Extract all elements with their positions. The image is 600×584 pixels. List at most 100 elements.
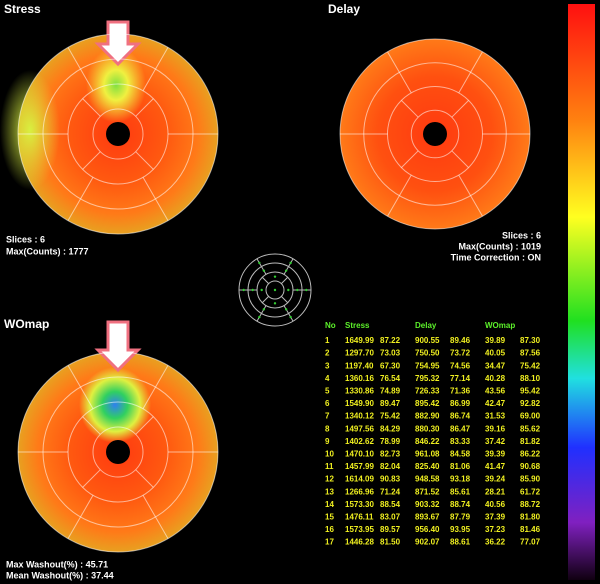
table-cell: 71.24 (380, 487, 401, 496)
spoke (67, 177, 94, 221)
spoke (256, 305, 267, 322)
table-cell: 1573.30 (345, 500, 374, 509)
segment-dot (260, 288, 263, 292)
table-header: WOmap (485, 321, 515, 330)
table-cell: 948.58 (415, 475, 440, 484)
table-cell: 37.39 (485, 513, 506, 522)
table-cell: 93.95 (450, 525, 471, 534)
table-cell: 42.47 (485, 399, 506, 408)
table-header: No (325, 321, 336, 330)
spoke (283, 258, 294, 275)
table-cell: 89.57 (380, 525, 401, 534)
table-cell: 28.21 (485, 487, 506, 496)
info: Max(Counts) : 1019 (458, 241, 541, 251)
table-cell: 961.08 (415, 450, 440, 459)
table-cell: 12 (325, 475, 334, 484)
table-cell: 87.30 (520, 336, 541, 345)
table-cell: 880.30 (415, 424, 440, 433)
spoke (261, 296, 269, 304)
table-cell: 61.72 (520, 487, 541, 496)
table-cell: 36.22 (485, 538, 506, 547)
segment-grid (17, 351, 219, 553)
table-cell: 2 (325, 349, 330, 358)
table-cell: 795.32 (415, 374, 440, 383)
table-cell: 86.99 (450, 399, 471, 408)
table-cell: 81.50 (380, 538, 401, 547)
table-cell: 1614.09 (345, 475, 374, 484)
table-cell: 85.61 (450, 487, 471, 496)
info: Slices : 6 (502, 230, 541, 240)
table-cell: 75.42 (380, 412, 401, 421)
table-cell: 81.46 (520, 525, 541, 534)
segment-dot (262, 308, 266, 311)
table-cell: 88.72 (520, 500, 541, 509)
table-cell: 77.14 (450, 374, 471, 383)
table-cell: 83.07 (380, 513, 401, 522)
info: Max Washout(%) : 45.71 (6, 559, 108, 569)
table-cell: 40.05 (485, 349, 506, 358)
hotspot (0, 70, 60, 190)
table-cell: 73.03 (380, 349, 401, 358)
table-cell: 14 (325, 500, 334, 509)
spoke (281, 276, 289, 284)
table-cell: 1360.16 (345, 374, 374, 383)
arrow (94, 20, 142, 67)
table-cell: 87.22 (380, 336, 401, 345)
spoke (67, 365, 94, 409)
table-cell: 1573.95 (345, 525, 374, 534)
segment-dot (305, 288, 308, 292)
table-cell: 39.16 (485, 424, 506, 433)
table-cell: 1470.10 (345, 450, 374, 459)
segment-table: No Stress Delay WOmap 1 1649.99 87.22 900.55 89.… (325, 321, 541, 547)
spoke (82, 98, 101, 117)
table-cell: 871.52 (415, 487, 440, 496)
table-cell: 90.83 (380, 475, 401, 484)
table-cell: 16 (325, 525, 334, 534)
table-cell: 90.68 (520, 462, 541, 471)
segment-dot (296, 288, 299, 292)
table-cell: 37.42 (485, 437, 506, 446)
segment-dot (273, 275, 277, 278)
table-cell: 4 (325, 374, 330, 383)
spoke (82, 151, 101, 170)
table-cell: 1649.99 (345, 336, 374, 345)
spoke (135, 151, 154, 170)
info: Max(Counts) : 1777 (6, 246, 89, 256)
table-cell: 41.47 (485, 462, 506, 471)
table-cell: 1266.96 (345, 487, 374, 496)
table-cell: 88.74 (450, 500, 471, 509)
table-cell: 5 (325, 387, 330, 396)
table-cell: 17 (325, 538, 334, 547)
segment-dot (258, 315, 261, 319)
spoke (451, 150, 469, 168)
table-cell: 893.67 (415, 513, 440, 522)
table-cell: 87.79 (450, 513, 471, 522)
table-cell: 88.61 (450, 538, 471, 547)
table-cell: 1549.90 (345, 399, 374, 408)
spoke (67, 47, 94, 91)
ring (92, 108, 144, 160)
table-cell: 88.54 (380, 500, 401, 509)
spoke (451, 100, 469, 118)
table-cell: 9 (325, 437, 330, 446)
spoke (458, 174, 483, 217)
table-cell: 39.89 (485, 336, 506, 345)
spoke (401, 100, 419, 118)
table-cell: 82.73 (380, 450, 401, 459)
table-cell: 3 (325, 361, 330, 370)
table-cell: 74.89 (380, 387, 401, 396)
table-cell: 1297.70 (345, 349, 374, 358)
table-cell: 85.90 (520, 475, 541, 484)
table-cell: 78.99 (380, 437, 401, 446)
table-cell: 1457.99 (345, 462, 374, 471)
spoke (256, 258, 267, 275)
table-cell: 81.80 (520, 513, 541, 522)
segment-dot (284, 269, 288, 272)
center-hole (423, 122, 447, 146)
spoke (135, 98, 154, 117)
panel-title: Stress (4, 2, 41, 16)
spoke (283, 305, 294, 322)
table-cell: 1 (325, 336, 330, 345)
table-cell: 87.56 (520, 349, 541, 358)
